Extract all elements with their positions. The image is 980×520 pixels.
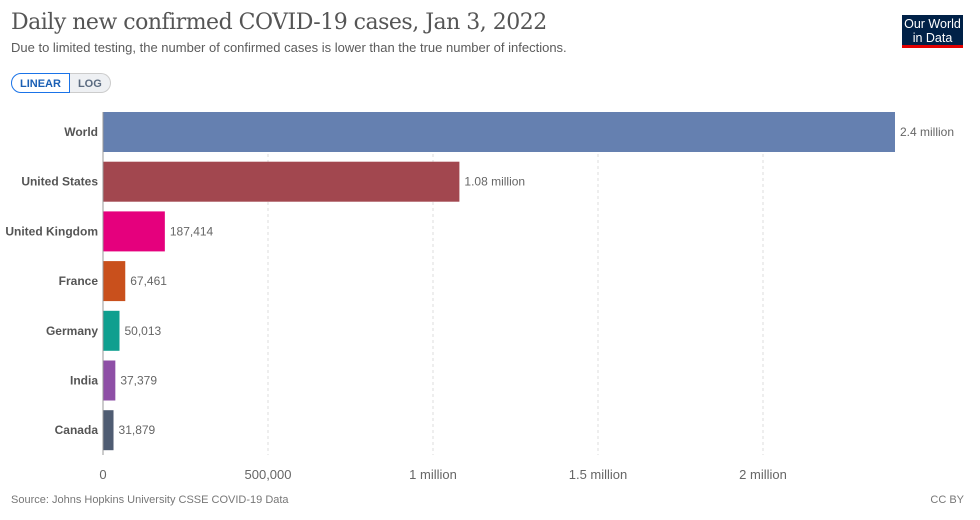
category-label: Canada [55,423,99,437]
bar-germany [103,310,120,351]
chart-title: Daily new confirmed COVID-19 cases, Jan … [11,10,547,35]
value-label: 1.08 million [464,175,525,189]
bar-canada [103,410,114,451]
source-note[interactable]: Source: Johns Hopkins University CSSE CO… [11,494,289,506]
bar-world [103,112,895,152]
value-label: 2.4 million [900,125,954,139]
bar-united-states [103,161,460,202]
owid-logo[interactable]: Our World in Data [902,15,963,48]
license-label[interactable]: CC BY [930,494,964,506]
x-tick-label: 1.5 million [569,467,628,482]
category-label: Germany [46,324,98,338]
x-tick-label: 500,000 [245,467,292,482]
value-label: 67,461 [130,274,167,288]
value-label: 37,379 [120,374,157,388]
x-tick-label: 1 million [409,467,457,482]
category-label: United Kingdom [5,224,98,238]
value-label: 50,013 [125,324,162,338]
log-button[interactable]: LOG [69,73,111,93]
category-label: France [59,274,99,288]
category-label: World [64,125,98,139]
bar-france [103,261,126,302]
scale-toggle: LINEAR LOG [11,73,111,93]
x-tick-label: 0 [99,467,106,482]
x-tick-label: 2 million [739,467,787,482]
value-label: 187,414 [170,224,214,238]
bar-india [103,360,116,401]
category-label: India [70,374,98,388]
value-label: 31,879 [119,423,156,437]
chart-subtitle: Due to limited testing, the number of co… [11,40,567,55]
linear-button[interactable]: LINEAR [11,73,70,93]
category-label: United States [21,175,98,189]
bar-united-kingdom [103,211,165,252]
